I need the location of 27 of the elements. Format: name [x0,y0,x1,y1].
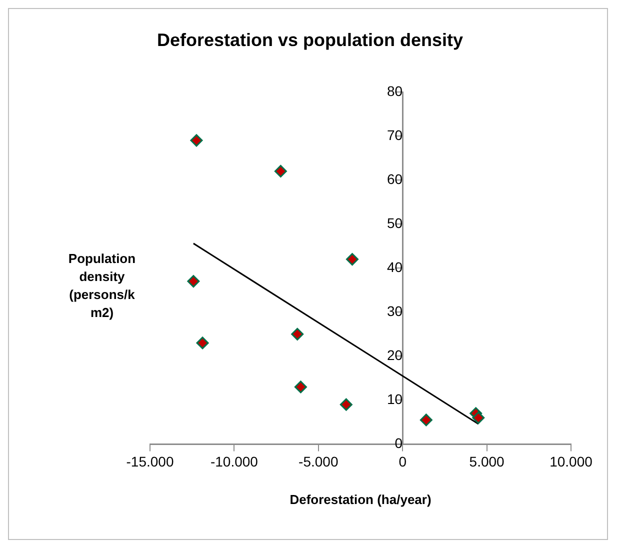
x-axis-title: Deforestation (ha/year) [288,492,432,507]
point [196,336,209,350]
x-tick-label: -10.000 [210,453,258,470]
y-tick-label: 80 [387,82,403,99]
y-tick-label: 50 [387,214,403,231]
x-tick-label: -15.000 [126,453,174,470]
y-tick-label: 0 [394,435,403,452]
y-tick-label: 30 [387,302,403,319]
x-tick-label: 5.000 [469,453,505,470]
y-tick-label: 70 [387,126,403,143]
x-tick-label: 10.000 [550,453,593,470]
point [420,414,432,426]
point [187,275,200,288]
y-tick-label: 60 [387,170,403,187]
point [472,412,485,424]
y-tick-label: 40 [387,258,403,275]
point [291,328,304,340]
point [190,134,203,147]
y-axis-title: Population density (persons/km2) [67,250,137,322]
point [274,164,287,178]
x-tick-label: -5.000 [298,453,338,470]
point [346,253,358,266]
point [294,380,307,394]
chart-title: Deforestation vs population density [156,30,464,51]
y-tick-label: 10 [387,391,403,408]
point [340,398,352,411]
y-tick-label: 20 [387,347,403,364]
